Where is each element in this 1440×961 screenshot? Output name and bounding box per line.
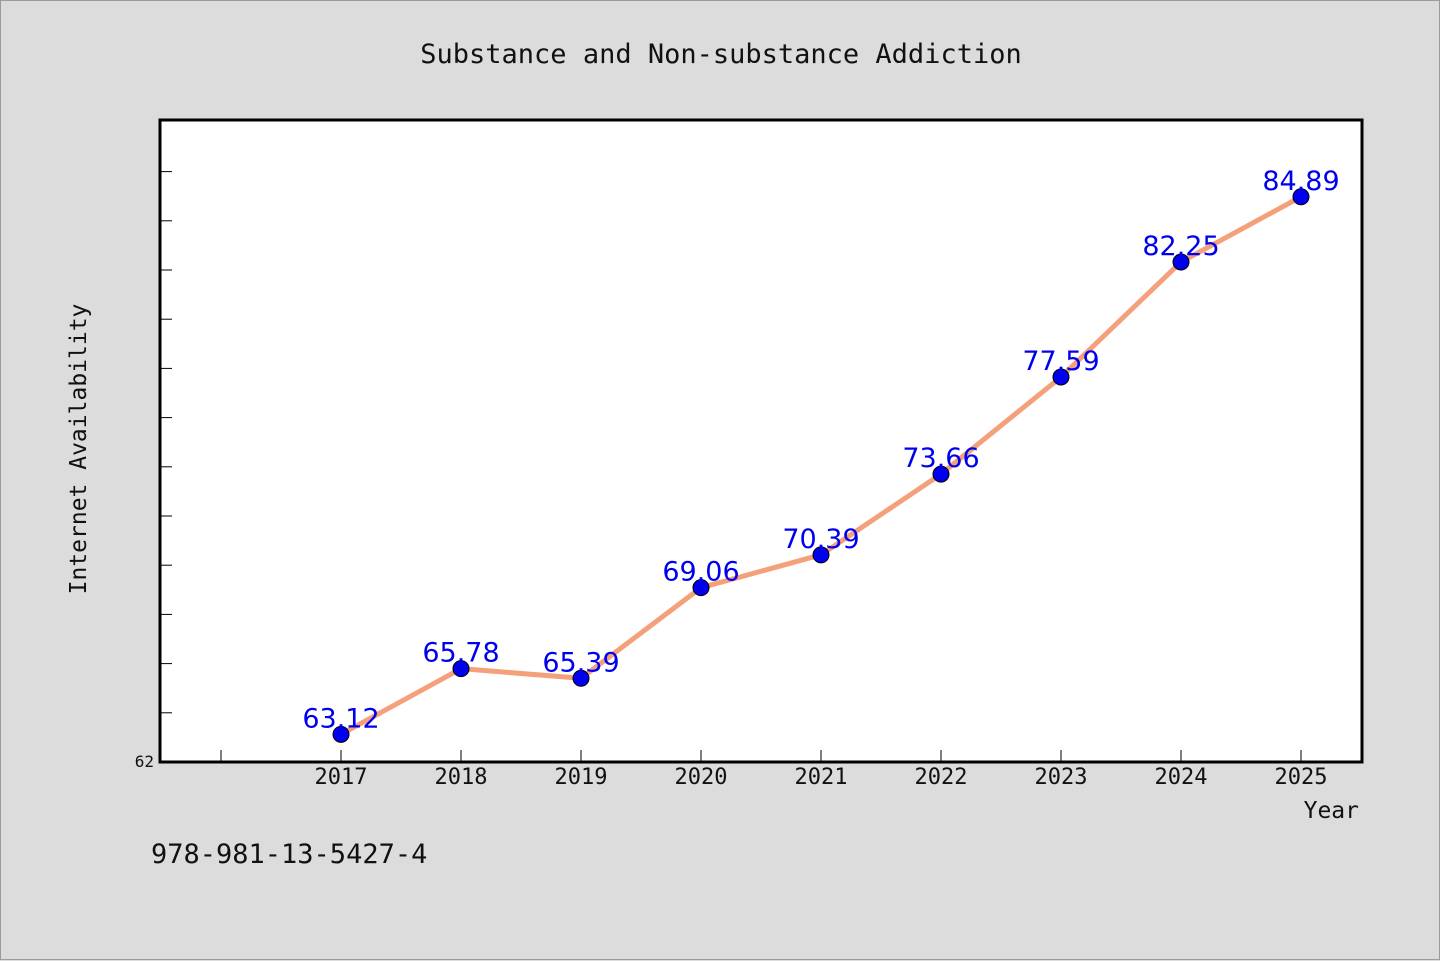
data-point xyxy=(692,579,710,597)
x-tick-label: 2019 xyxy=(555,765,608,790)
data-point xyxy=(1052,368,1070,386)
data-labels: 63.12 65.78 65.39 69.06 70.39 73.66 77.59 82.25… xyxy=(302,166,1339,735)
x-tick-label: 2025 xyxy=(1275,765,1328,790)
x-tick-labels: 2017 2018 2019 2020 2021 2022 2023 2024 2025 xyxy=(315,765,1328,790)
data-point xyxy=(932,465,950,483)
data-label: 82.25 xyxy=(1142,231,1219,262)
x-axis-ticks xyxy=(220,750,1302,762)
data-point xyxy=(1172,253,1190,271)
footer-note: 978-981-13-5427-4 xyxy=(151,839,427,870)
x-tick-label: 2023 xyxy=(1035,765,1088,790)
data-label: 73.66 xyxy=(902,443,979,474)
data-label: 84.89 xyxy=(1262,166,1339,197)
plot-area xyxy=(158,118,1364,764)
data-point xyxy=(1292,188,1310,206)
data-label: 70.39 xyxy=(782,524,859,555)
data-label: 63.12 xyxy=(302,703,379,734)
series-markers xyxy=(332,188,1310,743)
x-tick-label: 2022 xyxy=(915,765,968,790)
data-point xyxy=(572,669,590,687)
y-axis-ticks xyxy=(160,171,172,763)
x-tick-label: 2021 xyxy=(795,765,848,790)
data-point xyxy=(452,660,470,678)
data-point xyxy=(812,546,830,564)
y-tick-label: 62 xyxy=(135,752,154,771)
data-label: 69.06 xyxy=(662,557,739,588)
x-tick-label: 2024 xyxy=(1155,765,1208,790)
x-tick-label: 2020 xyxy=(675,765,728,790)
y-axis-label: Internet Availability xyxy=(66,304,92,595)
x-axis-label: Year xyxy=(1304,798,1359,824)
x-tick-label: 2018 xyxy=(435,765,488,790)
x-tick-label: 2017 xyxy=(315,765,368,790)
data-label: 65.78 xyxy=(422,638,499,669)
data-point xyxy=(332,725,350,743)
data-label: 65.39 xyxy=(542,647,619,678)
data-label: 77.59 xyxy=(1022,346,1099,377)
chart-title: Substance and Non-substance Addiction xyxy=(420,39,1021,70)
